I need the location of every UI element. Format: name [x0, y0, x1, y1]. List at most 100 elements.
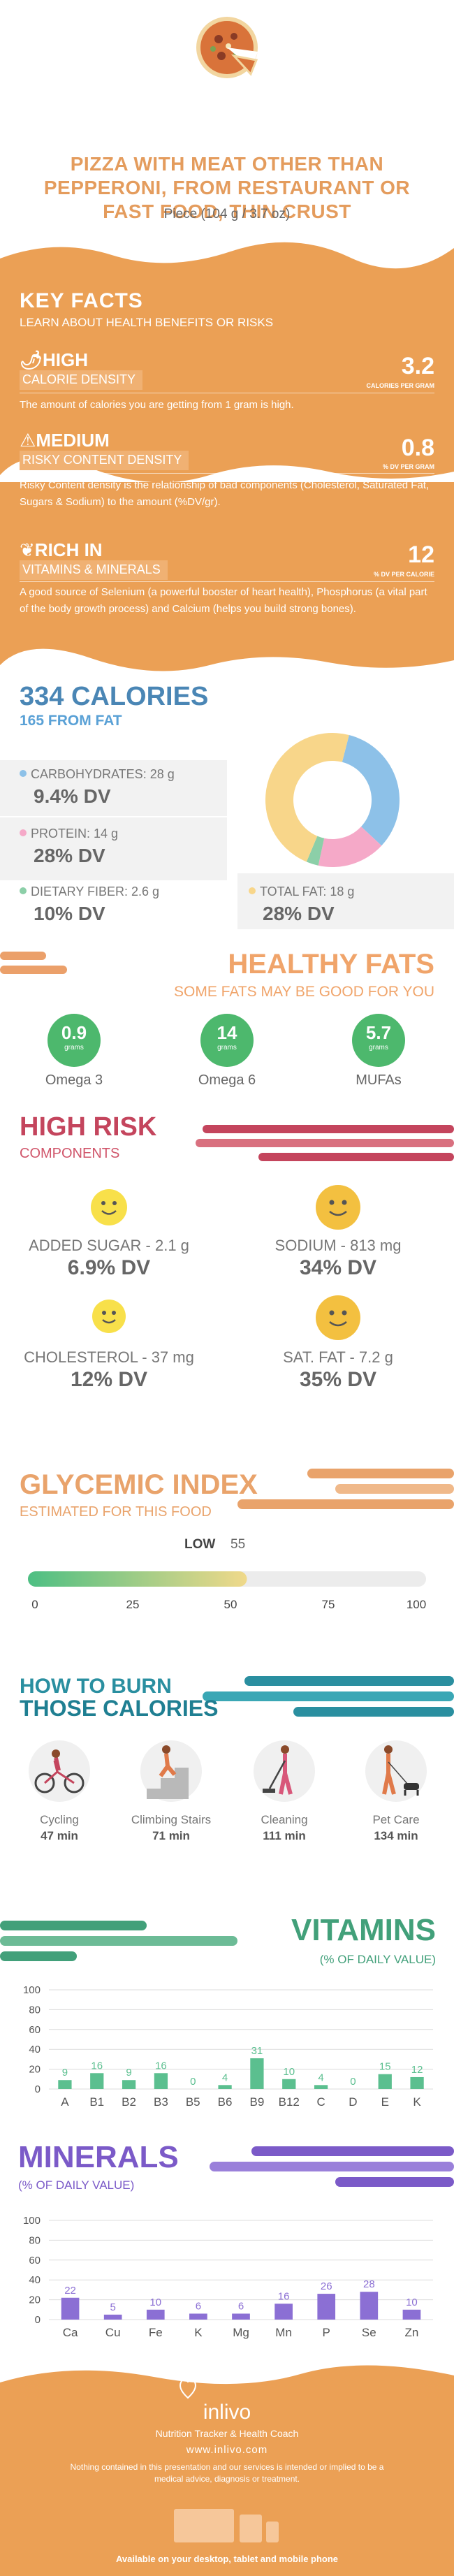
decor-burn-stripes [203, 1676, 454, 1717]
mineral-y-tick: 80 [29, 2234, 41, 2246]
leaf-icon: ❦ [20, 539, 35, 560]
vitamin-y-tick: 0 [35, 2083, 41, 2095]
gi-tick: 50 [224, 1598, 237, 1611]
healthy-fats-subtitle: SOME FATS MAY BE GOOD FOR YOU [173, 984, 434, 1000]
glycemic-value: 55 [230, 1537, 246, 1552]
vitamin-bar-B2 [122, 2080, 136, 2089]
decor-vitamin-stripes [0, 1921, 237, 1961]
fact-value-risky-content: 0.8 [401, 435, 434, 461]
mufas-circle: 5.7 grams [352, 1014, 405, 1067]
footer-tagline: Nutrition Tracker & Health Coach [155, 2428, 299, 2439]
mineral-bar-Cu [103, 2314, 122, 2320]
decor-stripes [0, 952, 67, 974]
omega3-label: Omega 3 [45, 1072, 103, 1088]
vitamins-bar-chart: 0204060801009A16B19B216B30B54B631B910B12… [23, 1984, 433, 2109]
vitamin-y-tick: 80 [29, 2004, 41, 2016]
nutrient-fiber-dv: 10% DV [34, 903, 105, 924]
devices-icon [174, 2509, 279, 2542]
smiley-icon [91, 1189, 127, 1225]
vitamin-bar-A [58, 2080, 72, 2089]
vitamin-bar-K [410, 2076, 424, 2089]
glycemic-bar [28, 1571, 426, 1587]
fact-level-rich: ❦RICH IN [20, 539, 103, 560]
mineral-category-label: Se [362, 2326, 376, 2339]
high-risk-subtitle: COMPONENTS [20, 1146, 120, 1161]
vitamin-value-label: 9 [62, 2067, 68, 2079]
mineral-category-label: K [194, 2326, 203, 2339]
vitamin-bar-B6 [218, 2085, 232, 2089]
vitamin-value-label: 31 [251, 2045, 263, 2057]
serving-size: Piece (104 g / 3.7 oz) [163, 207, 291, 221]
calorie-donut-chart [265, 733, 400, 867]
header: PIZZA WITH MEAT OTHER THAN PEPPERONI, FR… [0, 0, 454, 238]
vitamin-y-tick: 20 [29, 2064, 41, 2076]
vitamin-value-label: 16 [155, 2060, 167, 2072]
vitamin-value-label: 15 [379, 2061, 391, 2073]
fact-description-risky-content: Risky Content density is the relationshi… [20, 479, 430, 508]
smiley-icon [316, 1185, 360, 1230]
vitamin-value-label: 4 [222, 2072, 228, 2083]
gi-tick: 100 [406, 1598, 427, 1611]
fat-dot [249, 887, 256, 894]
vitamin-category-label: B3 [154, 2095, 168, 2109]
pet-care-icon [365, 1740, 427, 1802]
page-title: PIZZA WITH MEAT OTHER THAN PEPPERONI, FR… [43, 153, 411, 222]
divider [20, 473, 434, 474]
vitamin-category-label: D [349, 2095, 357, 2109]
vitamin-category-label: B5 [186, 2095, 200, 2109]
activity-cycling-label: Cycling [40, 1813, 79, 1826]
activity-stairs-minutes: 71 min [152, 1829, 190, 1842]
mineral-bar-Ca [61, 2297, 80, 2320]
decor-risk-stripes [196, 1125, 454, 1161]
fat-box [237, 873, 454, 929]
vitamin-bar-B9 [250, 2058, 264, 2089]
calories-from-fat: 165 FROM FAT [20, 713, 122, 729]
carbs-box [0, 760, 227, 816]
vitamin-value-label: 4 [318, 2072, 323, 2083]
mineral-value-label: 10 [406, 2297, 418, 2308]
risk-added-sugar-dv: 6.9% DV [67, 1256, 151, 1279]
mineral-bar-K [189, 2313, 207, 2320]
vitamin-value-label: 12 [411, 2064, 423, 2076]
key-facts-subtitle: LEARN ABOUT HEALTH BENEFITS OR RISKS [20, 316, 274, 329]
activity-stairs-label: Climbing Stairs [131, 1813, 212, 1826]
burn-title-line2: THOSE CALORIES [20, 1696, 219, 1721]
nutrient-fat-dv: 28% DV [263, 903, 335, 924]
stairs-icon [140, 1740, 202, 1802]
mineral-y-tick: 60 [29, 2255, 41, 2266]
nutrient-protein-dv: 28% DV [34, 845, 105, 866]
donut-slice-fiber [306, 836, 325, 866]
vitamin-value-label: 0 [190, 2076, 196, 2088]
fact-level-high: 🌶HIGH [20, 349, 89, 370]
footer-url[interactable]: www.inlivo.com [186, 2444, 268, 2456]
mineral-bar-Mn [274, 2304, 293, 2320]
fact-tag-vitamins-minerals: VITAMINS & MINERALS [20, 560, 168, 580]
risk-added-sugar: ADDED SUGAR - 2.1 g [29, 1237, 189, 1254]
vitamin-value-label: 0 [350, 2076, 356, 2088]
vitamin-category-label: B9 [250, 2095, 265, 2109]
calories-title: 334 CALORIES [20, 682, 209, 711]
vitamin-bar-B1 [90, 2073, 104, 2089]
smiley-icon [92, 1300, 126, 1333]
activity-cycling-minutes: 47 min [41, 1829, 78, 1842]
vitamin-value-label: 9 [126, 2067, 131, 2079]
vitamin-category-label: B1 [89, 2095, 104, 2109]
mineral-y-tick: 20 [29, 2294, 41, 2306]
vitamins-title: VITAMINS [291, 1913, 436, 1947]
nutrient-fiber: DIETARY FIBER: 2.6 g [20, 885, 159, 899]
glycemic-level: LOW [184, 1537, 216, 1552]
fact-unit-vitamins-minerals: % DV PER CALORIE [373, 571, 434, 578]
key-facts-background [0, 242, 454, 483]
nutrient-protein: PROTEIN: 14 g [20, 827, 118, 841]
omega6-label: Omega 6 [198, 1072, 256, 1088]
activity-cleaning-label: Cleaning [261, 1813, 308, 1826]
mineral-bar-Fe [146, 2309, 165, 2320]
fact-tag-risky-content: RISKY CONTENT DENSITY [20, 451, 189, 470]
mineral-category-label: Ca [63, 2326, 78, 2339]
omega3-circle: 0.9 grams [47, 1014, 101, 1067]
footer-disclaimer: Nothing contained in this presentation a… [70, 2462, 384, 2484]
inlivo-logo-icon [180, 2378, 196, 2399]
footer-background [0, 2365, 454, 2576]
vitamin-category-label: K [413, 2095, 421, 2109]
vitamin-category-label: B2 [122, 2095, 136, 2109]
